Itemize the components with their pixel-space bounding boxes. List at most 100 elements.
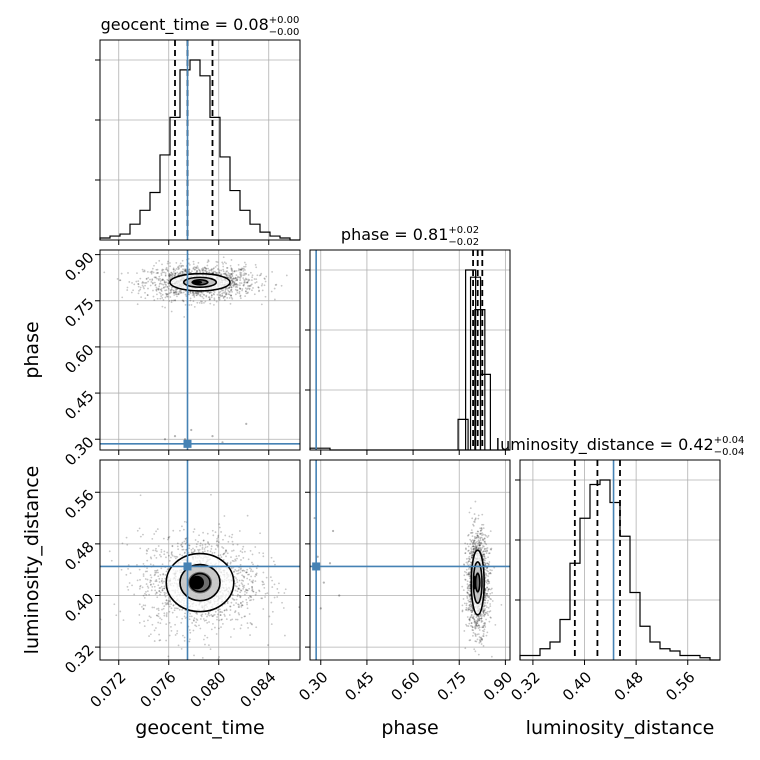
sample-point [476,622,478,625]
sample-point [207,291,210,293]
sample-point [154,283,157,286]
sample-point [206,264,209,267]
sample-point [193,268,196,271]
sample-point [235,293,237,296]
panel-title-lower: −0.04 [714,447,745,458]
x-tick-label-luminosity_distance: 0.48 [611,668,647,704]
sample-point [490,548,492,551]
sample-point [240,624,243,627]
sample-point [470,609,472,612]
sample-point [263,587,266,589]
sample-point [216,537,219,540]
sample-point [218,271,221,274]
sample-point [200,291,203,294]
sample-point [238,588,241,590]
sample-point [223,515,226,517]
sample-point [484,599,487,602]
sample-point [235,618,237,621]
sample-point [217,296,220,299]
sample-point [169,291,172,294]
sample-point [240,567,242,570]
sample-point [227,289,230,292]
sample-point [151,623,154,626]
sample-point [174,623,176,626]
sample-point [483,610,485,612]
sample-point [244,265,247,268]
sample-point [474,517,477,520]
sample-point [175,607,178,610]
sample-point [207,541,209,543]
sample-point [245,591,248,594]
sample-point [468,558,471,561]
sample-point [161,602,164,605]
sample-point [470,561,473,564]
sample-point [468,552,471,555]
sample-point [475,536,478,539]
sample-point [159,586,162,589]
sample-point [478,541,481,544]
sample-point [240,272,243,274]
sample-point [468,595,471,598]
sample-point [144,604,147,607]
sample-point [179,529,181,532]
sample-point [159,573,162,576]
sample-point [188,268,191,271]
sample-point [170,630,173,632]
sample-point [183,269,186,272]
sample-point [155,569,158,572]
sample-point [469,577,471,580]
sample-point [484,611,487,614]
sample-point [165,266,168,269]
sample-point [211,615,214,618]
sample-point [234,277,237,280]
sample-point [487,588,490,591]
sample-point [465,571,468,574]
sample-point [145,552,148,555]
sample-point [270,556,273,559]
sample-point [150,272,153,275]
sample-point [213,298,216,301]
sample-point [212,270,215,273]
sample-point [167,601,170,604]
sample-point [480,541,483,544]
sample-point [122,619,125,622]
sample-point [223,261,226,264]
sample-point [469,595,472,597]
sample-point [215,633,218,635]
sample-point [480,638,483,641]
sample-point [184,269,187,272]
sample-point [223,609,226,612]
sample-point [478,616,480,619]
sample-point [486,595,489,598]
sample-point [234,611,236,614]
sample-point [486,592,489,595]
sample-point [175,262,178,264]
sample-point [247,274,250,276]
sample-point [254,573,257,576]
sample-point [165,281,168,284]
sample-point [144,284,147,287]
sample-point [231,278,233,281]
sample-point [472,548,475,551]
sample-point [473,549,475,552]
sample-point [249,621,252,624]
sample-point [463,570,466,573]
sample-point [151,279,154,281]
sample-point [155,580,158,583]
truth-marker [312,562,321,571]
sample-point [241,579,243,582]
sample-point [239,563,242,566]
sample-point [159,282,162,285]
sample-point [471,610,474,613]
sample-point [236,557,238,560]
sample-point [172,529,175,532]
sample-point [195,270,198,273]
sample-point [180,544,182,547]
sample-point [479,527,482,530]
sample-point [246,281,249,283]
sample-point [224,272,227,275]
sample-point [181,609,183,611]
sample-point [471,552,474,555]
sample-point [230,276,232,279]
x-tick-label-phase: 0.75 [434,668,470,704]
